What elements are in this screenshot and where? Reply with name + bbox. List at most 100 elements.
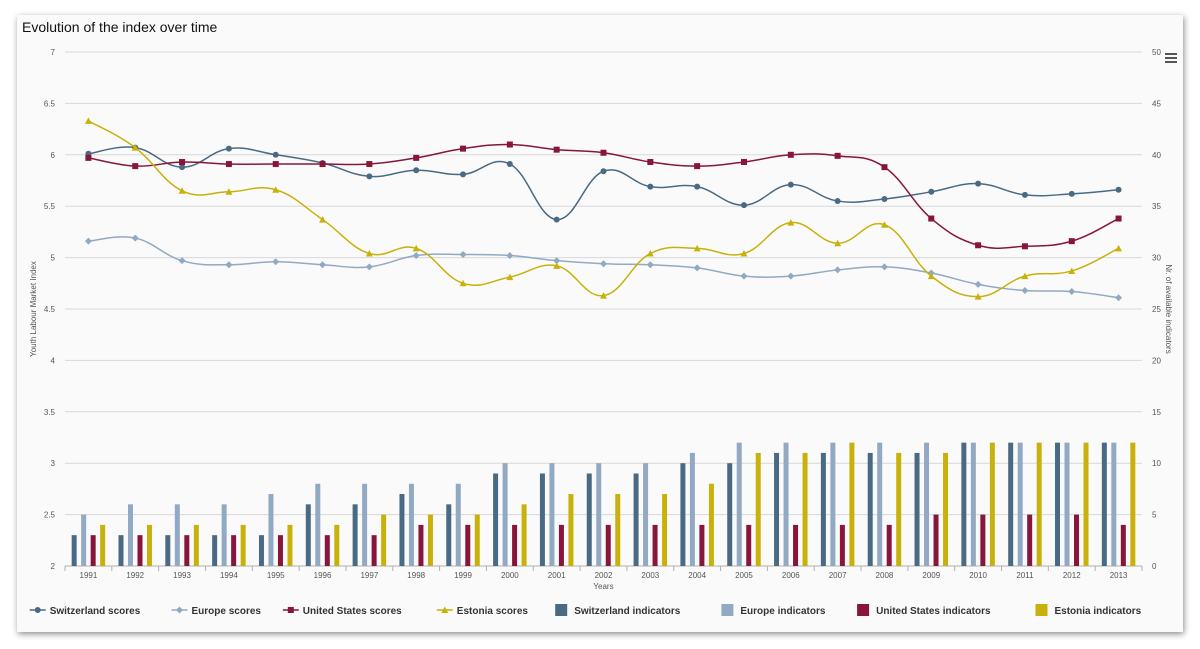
chart-title: Evolution of the index over time [22,19,218,35]
point-europe-scores [412,252,420,260]
point-united-states-scores [1115,215,1122,222]
x-tick-label: 2011 [1016,571,1034,580]
hamburger-menu-icon[interactable] [1165,53,1177,65]
x-tick-label: 2008 [876,571,894,580]
bar-switzerland-indicators [586,473,592,566]
bar-estonia-indicators [568,494,574,566]
legend-item-united-states-indicators[interactable]: United States indicators [857,604,991,617]
point-europe-scores [459,251,467,259]
x-tick-label: 2003 [641,571,659,580]
point-switzerland-scores [506,161,513,168]
point-estonia-scores [834,239,842,247]
point-united-states-scores [225,161,232,168]
legend-item-united-states-scores[interactable]: United States scores [282,606,402,617]
y-tick-label: 7 [51,48,56,57]
y-tick-label: 5.5 [44,202,56,211]
y-tick-label: 6.5 [44,99,56,108]
legend-item-switzerland-scores[interactable]: Switzerland scores [29,606,141,617]
bar-europe-indicators [174,504,180,566]
legend-item-europe-scores[interactable]: Europe scores [171,606,262,617]
point-estonia-scores [225,188,233,195]
bar-united-states-indicators [746,524,752,566]
y2-tick-label: 25 [1152,305,1161,314]
bar-europe-indicators [315,483,321,566]
point-switzerland-scores [787,181,794,188]
x-tick-label: 1999 [454,571,472,580]
point-united-states-scores [1021,243,1028,250]
bar-united-states-indicators [793,524,799,566]
x-tick-label: 2007 [829,571,847,580]
legend-bar-symbol [555,604,568,616]
legend-item-switzerland-indicators[interactable]: Switzerland indicators [555,604,681,617]
point-switzerland-scores [881,196,888,203]
point-europe-scores [787,272,795,280]
point-united-states-scores [881,164,888,171]
point-united-states-scores [600,149,607,156]
bar-europe-indicators [81,514,87,566]
legend-item-estonia-indicators[interactable]: Estonia indicators [1035,604,1142,617]
point-switzerland-scores [225,145,232,152]
y-tick-label: 4 [51,356,56,365]
point-switzerland-scores [366,173,373,180]
point-united-states-scores [132,163,139,170]
point-europe-scores [365,263,373,271]
y2-tick-label: 50 [1152,48,1161,57]
point-united-states-scores [975,242,982,249]
bar-estonia-indicators [708,483,714,566]
point-europe-scores [974,280,982,288]
bar-united-states-indicators [652,524,658,566]
bar-united-states-indicators [231,535,237,566]
point-switzerland-scores [834,198,841,205]
bar-estonia-indicators [334,524,340,566]
bar-estonia-indicators [146,524,152,566]
bar-estonia-indicators [287,524,293,566]
point-europe-scores [178,257,186,265]
bar-switzerland-indicators [1101,442,1107,566]
x-tick-label: 2004 [688,571,706,580]
x-tick-label: 2001 [548,571,566,580]
y-tick-label: 2 [51,562,56,571]
legend-bar-symbol [1035,604,1048,616]
bar-united-states-indicators [465,524,471,566]
legend-bar-symbol [721,604,734,616]
bar-europe-indicators [268,494,274,566]
point-estonia-scores [178,187,186,194]
point-switzerland-scores [460,171,467,178]
point-estonia-scores [693,244,701,252]
bar-united-states-indicators [605,524,611,566]
y-tick-label: 6 [51,151,56,160]
line-united-states-scores [88,143,1119,249]
point-estonia-scores [272,186,280,193]
point-europe-scores [272,258,280,266]
y2-tick-label: 40 [1152,151,1161,160]
bar-europe-indicators [643,463,649,566]
bar-switzerland-indicators [727,463,733,566]
x-tick-label: 1996 [314,571,332,580]
bar-europe-indicators [408,483,414,566]
point-switzerland-scores [647,183,654,190]
bar-europe-indicators [1111,442,1117,566]
point-estonia-scores [646,249,654,257]
y2-tick-label: 45 [1152,99,1161,108]
bar-switzerland-indicators [118,535,124,566]
bar-europe-indicators [689,452,695,566]
bar-switzerland-indicators [305,504,311,566]
point-estonia-scores [506,273,514,281]
bar-united-states-indicators [933,514,939,566]
legend-item-estonia-scores[interactable]: Estonia scores [436,606,529,617]
line-switzerland-scores [88,146,1119,221]
legend-item-europe-indicators[interactable]: Europe indicators [721,604,826,617]
legend-marker-icon [176,606,183,614]
point-switzerland-scores [740,202,747,209]
point-united-states-scores [787,151,794,158]
bar-switzerland-indicators [1008,442,1014,566]
point-europe-scores [319,261,327,269]
point-estonia-scores [319,216,327,223]
bar-switzerland-indicators [867,452,873,566]
bar-switzerland-indicators [446,504,452,566]
y-axis-title: Youth Labour Market Index [29,261,38,357]
point-europe-scores [553,257,561,265]
point-switzerland-scores [413,167,420,174]
point-switzerland-scores [1115,186,1122,193]
point-estonia-scores [787,219,795,226]
